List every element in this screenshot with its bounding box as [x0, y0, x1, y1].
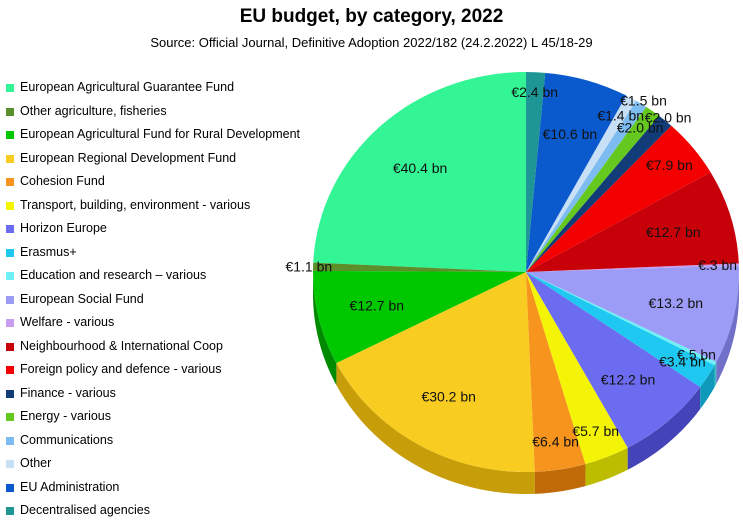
pie-slice	[526, 106, 660, 272]
legend-swatch	[6, 436, 14, 445]
data-labels: €40.4 bn €1.1 bn €12.7 bn €30.2 bn €6.4 bn€5…	[285, 84, 737, 450]
pie-slice	[313, 72, 526, 272]
pie-slice	[526, 272, 701, 448]
legend-label: European Agricultural Fund for Rural Dev…	[20, 127, 301, 141]
legend-label: Welfare - various	[20, 315, 115, 329]
data-label: €2.4 bn	[511, 84, 558, 100]
data-label: €5.7 bn	[572, 423, 619, 439]
legend-swatch	[6, 201, 14, 210]
pie-slice	[526, 272, 628, 465]
data-label: €10.6 bn	[543, 126, 598, 142]
data-label: €7.9 bn	[646, 157, 693, 173]
legend-label: Education and research – various	[20, 268, 207, 282]
legend-label: Communications	[20, 432, 114, 447]
legend-label: Transport, building, environment - vario…	[20, 197, 251, 212]
legend-swatch	[6, 483, 14, 492]
legend-label: Cohesion Fund	[20, 174, 105, 188]
legend-label: Finance - various	[20, 385, 116, 400]
pie-slice	[313, 262, 526, 272]
data-label: €1.5 bn	[620, 92, 667, 108]
legend-swatch	[6, 507, 14, 515]
pie-slice	[526, 265, 739, 362]
legend-label: EU Administration	[20, 479, 120, 494]
legend-swatch	[6, 319, 14, 327]
legend-swatch	[6, 272, 14, 280]
pie-slice	[526, 95, 637, 272]
legend-label: Horizon Europe	[20, 221, 107, 235]
chart-title: EU budget, by category, 2022	[239, 6, 504, 27]
data-label: €30.2 bn	[421, 388, 476, 404]
pie-slice	[526, 100, 647, 272]
legend-label: European Regional Development Fund	[20, 150, 237, 165]
data-label: €13.2 bn	[649, 295, 704, 311]
pie-slice	[526, 172, 739, 272]
data-label: €1.4 bn	[597, 108, 644, 124]
pie-slice	[312, 270, 526, 364]
legend-swatch	[6, 154, 14, 163]
pie-slice	[526, 125, 711, 272]
legend-swatch	[6, 131, 14, 139]
data-label: €.3 bn	[698, 257, 737, 273]
legend-label: Erasmus+	[20, 244, 77, 259]
pie-slice	[526, 115, 672, 273]
data-label: €12.7 bn	[350, 297, 405, 313]
pie-slice	[526, 263, 739, 272]
legend-label: Foreign policy and defence - various	[20, 362, 222, 376]
pie-slice-side	[336, 363, 535, 494]
legend-label: Neighbourhood & International Coop	[20, 338, 223, 353]
legend-swatch	[6, 342, 14, 351]
pie-slice	[526, 272, 717, 366]
pie-slice-side	[627, 387, 701, 470]
data-label: €2.0 bn	[645, 110, 692, 126]
data-label: €2.0 bn	[617, 119, 664, 135]
pie-slices	[312, 72, 739, 473]
legend-swatch	[6, 295, 14, 304]
pie-slice-side	[313, 272, 337, 386]
pie-slice	[526, 272, 586, 472]
pie-slice	[526, 72, 627, 272]
legend-swatch	[6, 366, 14, 374]
pie-slice-side	[534, 464, 586, 494]
legend-swatch	[6, 107, 14, 116]
data-label: €40.4 bn	[393, 160, 448, 176]
data-label: €.5 bn	[677, 346, 716, 362]
pie-slice-side	[700, 365, 715, 410]
data-label: €3.4 bn	[659, 354, 706, 370]
legend-swatch	[6, 389, 14, 398]
legend-label: Other	[20, 456, 52, 470]
legend-swatch	[6, 84, 14, 92]
pie-slice	[526, 72, 546, 272]
legend-label: Energy - various	[20, 409, 112, 423]
data-label: €6.4 bn	[532, 434, 579, 450]
pie-slice	[336, 272, 535, 473]
pie-slice-side	[716, 272, 739, 384]
legend-swatch	[6, 460, 14, 468]
legend-swatch	[6, 178, 14, 186]
data-label: €1.1 bn	[285, 259, 332, 275]
pie-slice-side	[585, 447, 628, 487]
legend-label: European Social Fund	[20, 291, 144, 306]
legend-swatch	[6, 248, 14, 257]
data-label: €12.7 bn	[646, 224, 701, 240]
legend-swatch	[6, 413, 14, 421]
data-label: €12.2 bn	[601, 372, 656, 388]
pie-slice	[526, 272, 715, 388]
legend-label: Decentralised agencies	[20, 503, 150, 517]
chart-subtitle: Source: Official Journal, Definitive Ado…	[150, 35, 593, 50]
legend-swatch	[6, 225, 14, 233]
pie-side-walls	[313, 272, 739, 494]
pie-slice-side	[714, 361, 717, 388]
legend-label: European Agricultural Guarantee Fund	[20, 80, 235, 94]
legend-label: Other agriculture, fisheries	[20, 103, 167, 118]
